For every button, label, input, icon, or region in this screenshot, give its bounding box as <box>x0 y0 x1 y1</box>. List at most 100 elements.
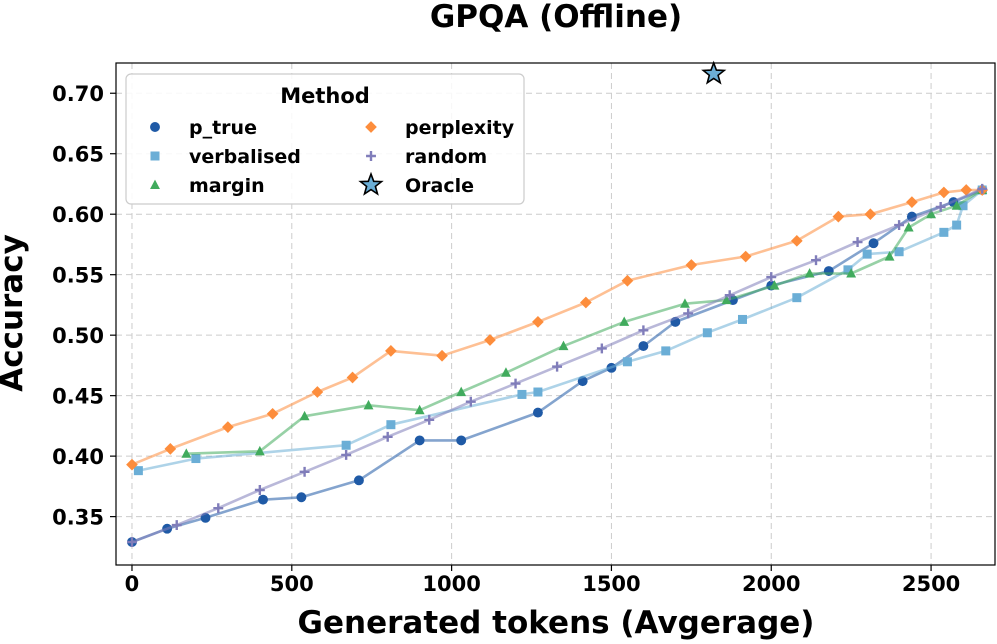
legend-marker-verbalised <box>150 151 160 161</box>
data-point-perplexity <box>580 296 592 309</box>
data-point-p-true <box>868 238 879 249</box>
data-point-margin <box>558 340 569 351</box>
data-point-perplexity <box>790 234 803 247</box>
data-point-p-true <box>353 475 364 486</box>
legend-marker-p-true <box>150 122 160 132</box>
data-point-random <box>299 466 310 477</box>
legend-label-oracle: Oracle <box>405 175 474 197</box>
data-point-random <box>465 396 476 407</box>
data-point-verbalised <box>792 293 802 303</box>
data-point-random <box>935 201 946 212</box>
data-point-perplexity <box>164 443 177 455</box>
legend-label-verbalised: verbalised <box>189 146 301 168</box>
series-verbalised <box>133 185 987 476</box>
data-point-random <box>766 272 777 283</box>
x-tick-label: 0 <box>125 572 140 596</box>
data-point-random <box>724 290 735 301</box>
data-point-random <box>254 485 265 495</box>
data-point-random <box>811 255 821 266</box>
legend-label-p-true: p_true <box>189 117 257 139</box>
data-point-margin <box>680 298 690 308</box>
data-point-verbalised <box>533 387 543 397</box>
data-point-random <box>510 378 521 389</box>
data-point-margin <box>619 316 630 326</box>
data-point-margin <box>951 200 962 210</box>
data-point-perplexity <box>864 208 877 221</box>
x-axis-label: Generated tokens (Avgerage) <box>298 605 815 640</box>
data-point-perplexity <box>685 259 698 271</box>
data-point-margin <box>414 404 425 415</box>
data-point-perplexity <box>222 421 234 433</box>
data-point-random <box>852 237 863 247</box>
data-point-verbalised <box>952 220 962 230</box>
x-tick-label: 2500 <box>902 572 960 596</box>
data-point-random <box>382 431 393 442</box>
data-point-margin <box>501 367 511 377</box>
data-point-margin <box>769 280 780 290</box>
data-point-margin <box>299 410 310 421</box>
series-random <box>127 183 988 547</box>
x-tick-label: 2000 <box>742 572 800 596</box>
data-point-random <box>977 183 988 194</box>
data-point-perplexity <box>436 349 448 362</box>
data-point-perplexity <box>266 407 279 420</box>
data-point-verbalised <box>341 440 351 450</box>
series-perplexity <box>126 184 989 471</box>
y-tick-label: 0.60 <box>52 203 104 227</box>
data-point-perplexity <box>938 186 950 199</box>
legend-title: Method <box>280 84 370 108</box>
data-point-verbalised <box>517 389 527 399</box>
x-tick-label: 500 <box>270 572 314 596</box>
data-point-margin <box>363 399 374 410</box>
data-point-p-true <box>638 341 649 352</box>
legend-marker-random <box>366 151 376 161</box>
y-tick-label: 0.35 <box>52 506 104 530</box>
x-tick-label: 1500 <box>582 572 640 596</box>
data-point-verbalised <box>843 265 853 275</box>
series-line-verbalised <box>138 188 984 472</box>
data-point-perplexity <box>532 316 544 328</box>
series-line-p-true <box>131 188 983 544</box>
data-point-margin <box>926 208 937 219</box>
data-point-perplexity <box>960 184 973 196</box>
data-point-oracle <box>701 60 727 85</box>
data-point-random <box>894 220 905 231</box>
data-point-verbalised <box>702 328 712 338</box>
legend-marker-oracle <box>358 171 384 196</box>
data-point-verbalised <box>133 466 143 476</box>
legend-label-margin: margin <box>189 175 265 197</box>
data-point-verbalised <box>939 227 949 237</box>
data-point-margin <box>456 386 467 397</box>
data-point-verbalised <box>958 201 968 211</box>
axes: 0 500 1000 1500 2000 2500 0.35 0.40 0.45 0.50 0.55… <box>52 82 960 596</box>
data-point-perplexity <box>739 250 752 263</box>
data-point-random <box>683 308 694 319</box>
data-point-random <box>341 449 352 460</box>
data-point-perplexity <box>311 386 324 398</box>
data-point-perplexity <box>906 196 918 208</box>
data-point-random <box>638 325 649 336</box>
data-point-verbalised <box>862 249 872 259</box>
legend-marker-margin <box>150 179 160 190</box>
data-point-verbalised <box>191 454 201 464</box>
data-point-margin <box>804 268 815 278</box>
data-point-p-true <box>258 494 268 505</box>
y-tick-label: 0.40 <box>52 445 104 469</box>
data-point-p-true <box>296 492 307 503</box>
data-point-margin <box>846 268 857 278</box>
data-point-verbalised <box>386 420 396 430</box>
data-point-verbalised <box>661 346 671 356</box>
data-point-perplexity <box>126 458 138 471</box>
y-tick-label: 0.45 <box>52 385 104 409</box>
data-point-random <box>552 361 563 372</box>
series-layer <box>126 60 989 547</box>
series-oracle <box>701 60 727 85</box>
data-point-margin <box>181 448 192 458</box>
legend-box <box>125 73 525 205</box>
data-point-margin <box>903 222 914 232</box>
y-axis-label: Accuracy <box>0 234 30 392</box>
data-point-verbalised <box>894 247 904 257</box>
y-tick-label: 0.50 <box>52 324 104 348</box>
